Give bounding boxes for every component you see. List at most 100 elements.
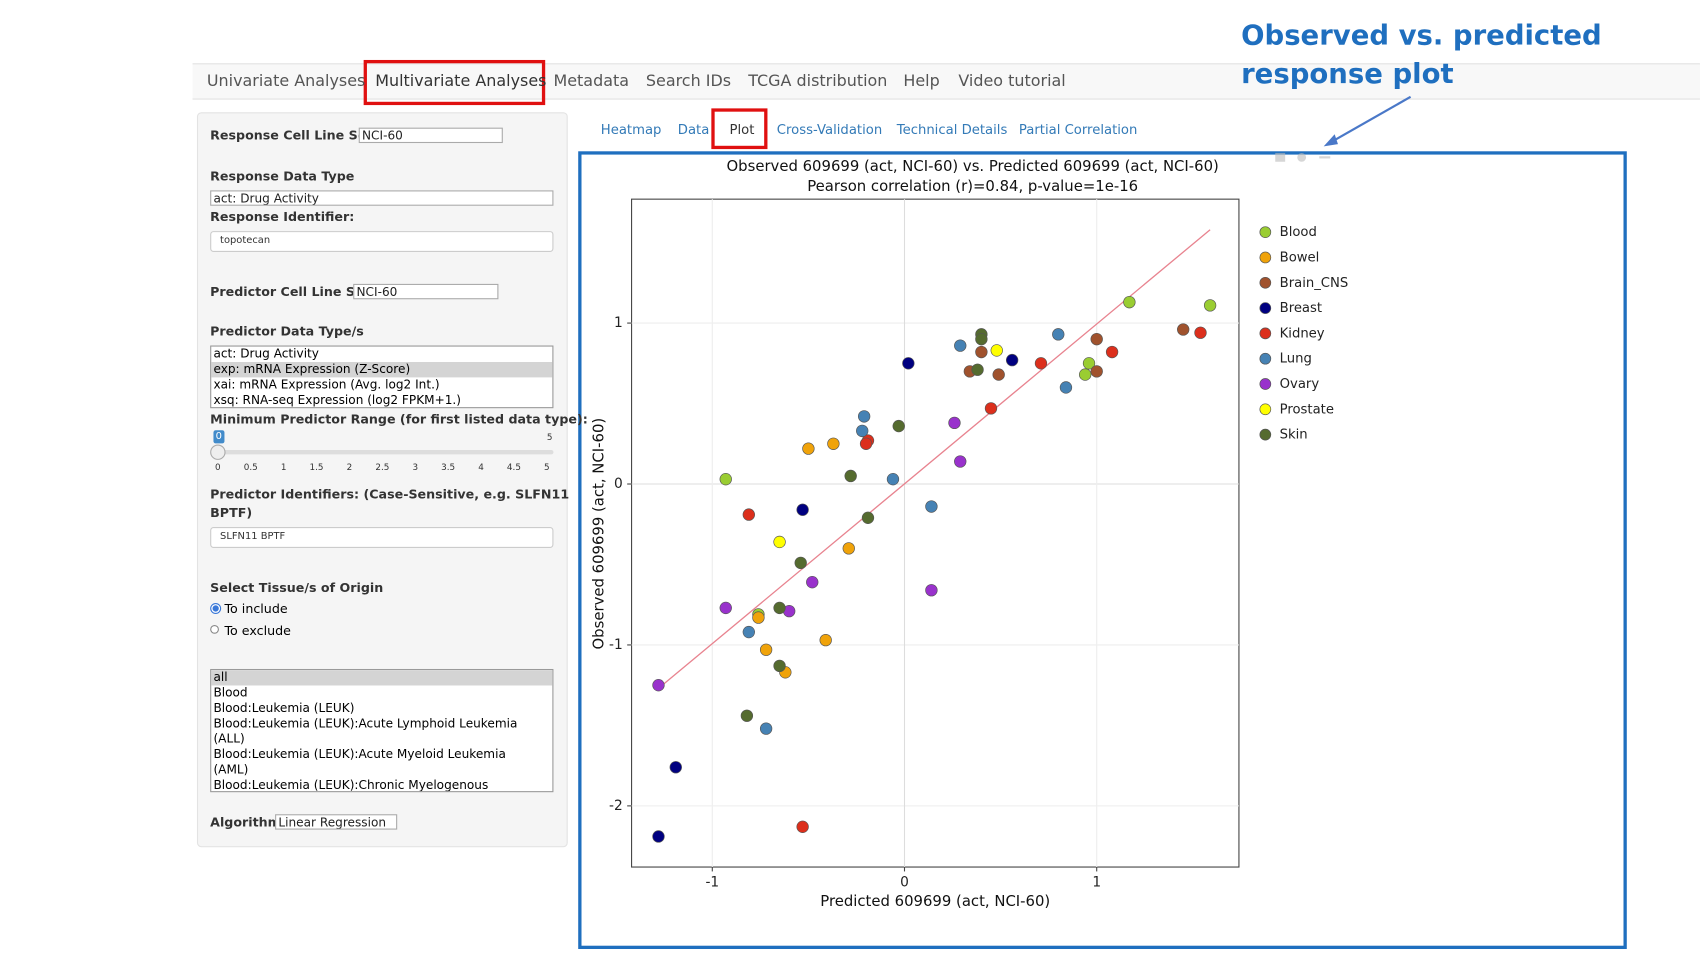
point [948, 416, 961, 430]
x-tick-label: -1 [705, 874, 719, 890]
select[interactable]: NCI-60 [358, 127, 503, 144]
sub-tab[interactable]: Cross-Validation [776, 122, 883, 138]
point [892, 419, 905, 433]
plot-area [631, 198, 1240, 868]
field-label: Algorithm [210, 814, 281, 830]
arrow-head [1323, 134, 1338, 147]
point [1194, 326, 1207, 339]
point [794, 556, 807, 570]
point [752, 611, 765, 624]
point [1123, 295, 1136, 309]
point [844, 469, 857, 483]
legend-label: Lung [1280, 352, 1312, 367]
y-tick-label: 1 [614, 315, 623, 331]
point [669, 761, 682, 774]
nav-tab[interactable]: Help [903, 72, 940, 91]
legend-label: Ovary [1280, 377, 1320, 392]
list-item: xsq: RNA-seq Expression (log2 FPKM+1.) [213, 392, 461, 408]
list-item: Blood:Leukemia (LEUK):Acute Lymphoid Leu… [213, 716, 518, 747]
point [1090, 365, 1103, 378]
point [886, 473, 900, 486]
point [1079, 368, 1092, 381]
annotation: Observed vs. predicted [1241, 19, 1602, 51]
select-value: NCI-60 [361, 128, 403, 144]
point [1203, 299, 1217, 312]
nav-bar [192, 63, 1700, 100]
legend-swatch [1259, 276, 1272, 289]
point [1090, 333, 1103, 346]
listbox[interactable]: all Blood Blood:Leukemia (LEUK) Blood:Leuke… [210, 668, 554, 793]
point [859, 437, 873, 450]
list-item: Blood:Leukemia (LEUK):Acute Myeloid Leuk… [213, 747, 506, 777]
text-input[interactable]: SLFN11 BPTF [210, 527, 554, 548]
point [1082, 357, 1096, 370]
text-input[interactable]: topotecan [210, 231, 554, 252]
sub-tab[interactable]: Heatmap [600, 122, 662, 138]
listbox[interactable]: act: Drug Activity exp: mRNA Expression (… [210, 345, 554, 409]
sub-tab[interactable]: Plot [729, 122, 755, 138]
sub-tab[interactable]: Technical Details [896, 122, 1008, 138]
y-tick-label: -2 [609, 798, 623, 814]
radio-checked[interactable] [210, 602, 222, 614]
point [796, 820, 809, 833]
legend-label: Breast [1280, 301, 1322, 316]
field-label: Minimum Predictor Range (for first liste… [210, 411, 588, 427]
radio-label[interactable]: To exclude [224, 622, 291, 639]
legend-swatch [1259, 428, 1272, 441]
point [925, 584, 938, 597]
y-tick-label: 0 [614, 476, 623, 492]
nav-tab[interactable]: Search IDs [645, 72, 732, 91]
nav-tab[interactable]: Metadata [553, 72, 630, 91]
point [975, 345, 988, 359]
point [1059, 381, 1073, 394]
nav-tab[interactable]: Video tutorial [958, 72, 1066, 91]
point [759, 643, 773, 656]
y-tick-label: -1 [609, 637, 623, 653]
sub-tab[interactable]: Partial Correlation [1018, 122, 1138, 138]
point [861, 511, 875, 524]
slider-knob[interactable] [210, 444, 226, 460]
point [1052, 328, 1065, 341]
legend-label: Kidney [1280, 326, 1325, 341]
point [740, 709, 754, 722]
legend-label: Prostate [1280, 402, 1334, 417]
point [971, 363, 984, 376]
toolbar[interactable] [1275, 152, 1331, 162]
select-value: NCI-60 [356, 284, 398, 300]
nav-tab[interactable]: TCGA distribution [748, 72, 888, 91]
point [856, 424, 869, 438]
field-label: Predictor Cell Line Set [210, 283, 370, 300]
legend-swatch [1259, 302, 1272, 314]
nav-tab[interactable]: Univariate Analyses [206, 72, 366, 91]
sub-tab[interactable]: Data [677, 122, 710, 138]
chart-title: Observed 609699 (act, NCI-60) vs. Predic… [726, 157, 1218, 175]
highlight-box [711, 108, 768, 150]
point [984, 402, 998, 415]
point [773, 535, 786, 549]
legend-label: Bowel [1280, 250, 1320, 265]
plot-frame [578, 151, 1627, 950]
select[interactable]: NCI-60 [353, 283, 499, 300]
slider-tick-label: 3 [412, 462, 419, 473]
point [975, 333, 988, 346]
list-item: exp: mRNA Expression (Z-Score) [211, 361, 553, 378]
nav-tab[interactable]: Multivariate Analyses [375, 72, 547, 91]
select[interactable]: act: Drug Activity [210, 190, 554, 206]
slider-tick-label: 1 [280, 462, 287, 473]
legend-swatch [1259, 403, 1272, 416]
point [1177, 323, 1190, 336]
point [652, 830, 665, 843]
select[interactable]: Linear Regression [275, 814, 398, 830]
arrow [1330, 95, 1412, 143]
radio-label[interactable]: To include [224, 600, 288, 617]
select-value: Linear Regression [278, 815, 387, 830]
slider-tick-label: 4 [478, 462, 484, 473]
field-label: Predictor Data Type/s [210, 323, 364, 339]
radio[interactable] [210, 624, 219, 634]
slider-tick-label: 1.5 [309, 462, 324, 473]
slider-tick-label: 5 [544, 462, 550, 473]
point [652, 679, 665, 692]
list-item: xai: mRNA Expression (Avg. log2 Int.) [213, 377, 440, 392]
list-item: act: Drug Activity [213, 346, 319, 361]
